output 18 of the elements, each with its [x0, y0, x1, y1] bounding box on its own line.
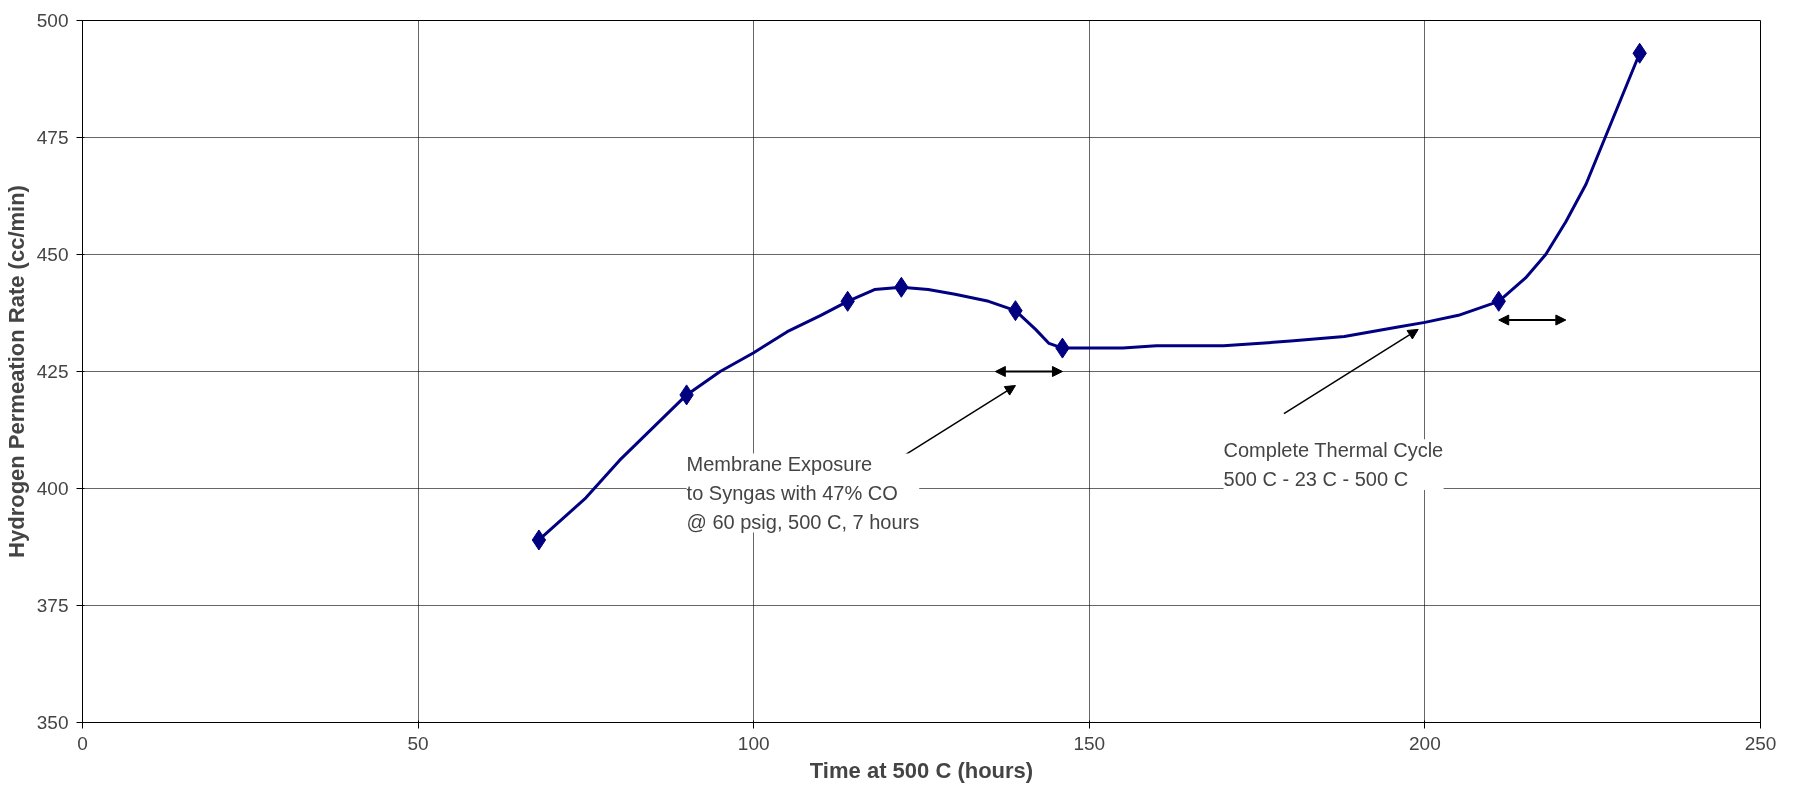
y-axis-title: Hydrogen Permeation Rate (cc/min) — [3, 185, 29, 558]
x-tick-label: 0 — [77, 732, 88, 754]
annotation: Membrane Exposure to Syngas with 47% CO @ 60 psig, 500 C, 7 hours — [686, 453, 920, 533]
x-tick-label: 50 — [407, 732, 429, 754]
point — [531, 529, 547, 551]
x-axis-title: Time at 500 C (hours) — [809, 757, 1034, 783]
x-tick-label: 200 — [1409, 732, 1441, 754]
x-tick-label: 250 — [1744, 732, 1777, 754]
y-tick-label: 450 — [36, 244, 69, 265]
y-tick-label: 500 — [36, 10, 69, 31]
annotation: Complete Thermal Cycle 500 C - 23 C - 500 C — [1223, 439, 1444, 490]
y-tick-label: 375 — [36, 595, 69, 616]
x-tick-label: 150 — [1073, 732, 1106, 754]
y-tick-label: 475 — [36, 127, 69, 148]
y-tick-label: 350 — [36, 712, 69, 733]
y-tick-label: 425 — [36, 361, 69, 382]
y-tick-label: 400 — [36, 478, 69, 499]
x-tick-label: 100 — [737, 732, 770, 754]
